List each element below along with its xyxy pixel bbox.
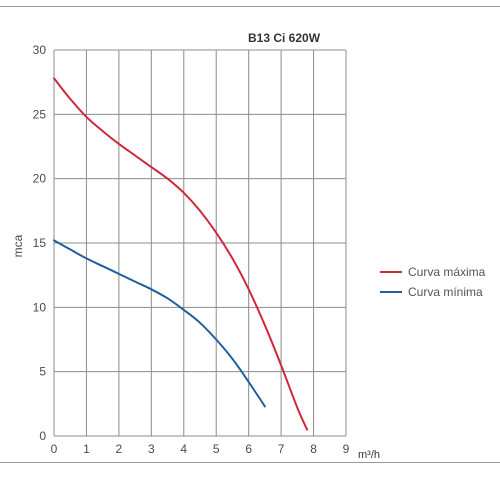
chart-title: B13 Ci 620W — [248, 31, 321, 45]
x-tick-label: 2 — [116, 442, 123, 456]
y-tick-label: 30 — [33, 43, 47, 57]
y-tick-label: 20 — [33, 172, 47, 186]
series-lines — [53, 77, 309, 431]
y-tick-label: 25 — [33, 107, 47, 121]
x-tick-label: 3 — [148, 442, 155, 456]
x-tick-label: 7 — [278, 442, 285, 456]
x-tick-label: 6 — [245, 442, 252, 456]
bottom-frame-line — [0, 462, 500, 463]
y-tick-label: 15 — [33, 236, 47, 250]
y-tick-label: 0 — [39, 429, 46, 443]
x-axis-label: m³/h — [358, 449, 380, 461]
legend-label: Curva máxima — [408, 265, 486, 279]
series-line-maxima — [53, 77, 309, 431]
y-axis-label: mca — [11, 234, 25, 257]
legend: Curva máxima Curva mínima — [380, 265, 486, 299]
x-tick-label: 8 — [310, 442, 317, 456]
top-frame-line — [0, 6, 500, 7]
series-line-minima — [53, 239, 266, 408]
y-tick-label: 10 — [33, 300, 47, 314]
x-tick-label: 1 — [83, 442, 90, 456]
y-tick-label: 5 — [39, 365, 46, 379]
tick-labels: 0 1 2 3 4 5 6 7 8 9 0 5 10 15 20 25 30 — [33, 43, 350, 456]
x-tick-label: 0 — [51, 442, 58, 456]
x-tick-label: 4 — [180, 442, 187, 456]
x-tick-label: 9 — [343, 442, 350, 456]
legend-label: Curva mínima — [408, 285, 483, 299]
x-tick-label: 5 — [213, 442, 220, 456]
grid — [53, 49, 347, 437]
